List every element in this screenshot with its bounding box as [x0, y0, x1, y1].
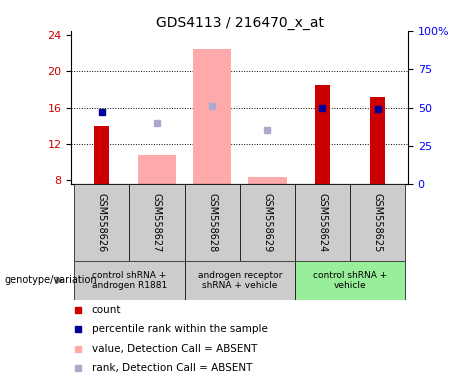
Text: GSM558627: GSM558627 — [152, 193, 162, 252]
Bar — [130, 184, 184, 261]
Text: GSM558624: GSM558624 — [318, 193, 327, 252]
Bar — [370, 97, 385, 184]
Text: control shRNA +
vehicle: control shRNA + vehicle — [313, 271, 387, 290]
Bar — [350, 184, 405, 261]
Text: androgen receptor
shRNA + vehicle: androgen receptor shRNA + vehicle — [197, 271, 282, 290]
Text: value, Detection Call = ABSENT: value, Detection Call = ABSENT — [92, 344, 257, 354]
Bar — [295, 184, 350, 261]
Bar — [193, 49, 231, 184]
Bar — [295, 261, 405, 300]
Text: GSM558629: GSM558629 — [262, 193, 272, 252]
Text: GSM558626: GSM558626 — [97, 193, 107, 252]
Bar — [240, 184, 295, 261]
Text: count: count — [92, 305, 121, 314]
Bar — [184, 261, 295, 300]
Text: percentile rank within the sample: percentile rank within the sample — [92, 324, 267, 334]
Text: GSM558625: GSM558625 — [372, 193, 383, 252]
Bar — [74, 261, 184, 300]
Bar — [94, 126, 109, 184]
Bar — [184, 184, 240, 261]
Bar — [248, 177, 287, 184]
Text: control shRNA +
androgen R1881: control shRNA + androgen R1881 — [92, 271, 167, 290]
Text: genotype/variation: genotype/variation — [5, 275, 97, 285]
Text: rank, Detection Call = ABSENT: rank, Detection Call = ABSENT — [92, 363, 252, 373]
Text: GSM558628: GSM558628 — [207, 193, 217, 252]
Title: GDS4113 / 216470_x_at: GDS4113 / 216470_x_at — [156, 16, 324, 30]
Bar — [315, 85, 330, 184]
Bar — [138, 154, 176, 184]
Bar — [74, 184, 130, 261]
